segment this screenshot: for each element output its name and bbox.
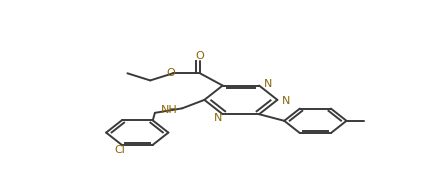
Text: O: O — [167, 68, 175, 78]
Text: NH: NH — [160, 105, 177, 115]
Text: O: O — [196, 51, 204, 61]
Text: N: N — [264, 79, 273, 89]
Text: N: N — [214, 113, 222, 123]
Text: Cl: Cl — [114, 145, 125, 155]
Text: N: N — [283, 96, 291, 106]
